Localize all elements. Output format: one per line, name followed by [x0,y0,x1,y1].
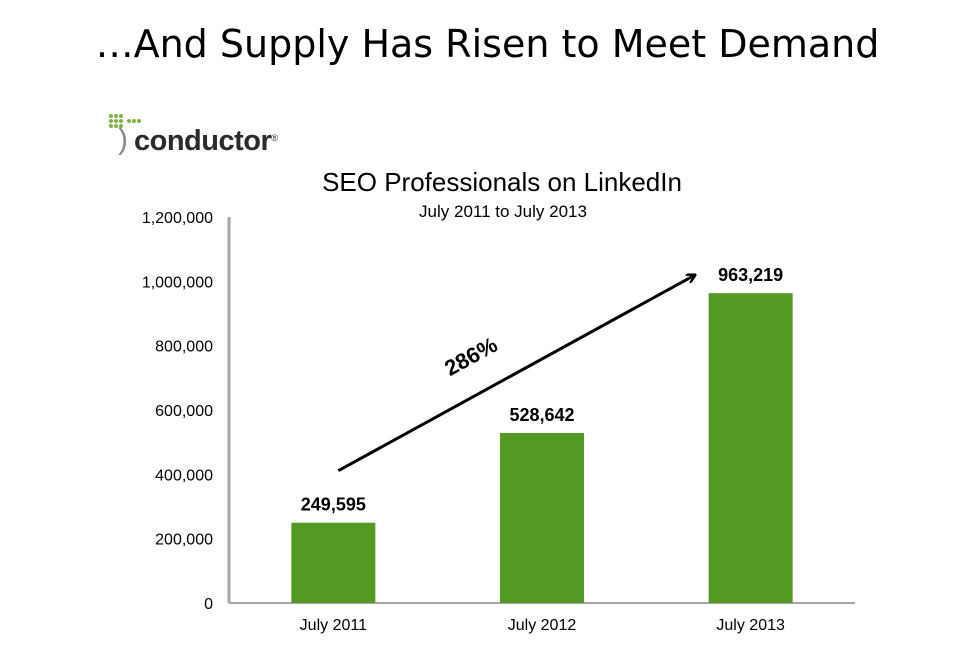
bar [291,522,376,603]
logo-paren-icon: ) [118,123,128,156]
x-tick-label: July 2012 [508,617,577,634]
y-tick-label: 1,200,000 [142,210,213,227]
y-tick-label: 0 [204,596,213,613]
growth-annotation-label: 286% [440,332,501,381]
logo-dots-icon [109,114,141,128]
growth-arrow [337,275,694,473]
y-tick-label: 200,000 [155,532,213,549]
data-label: 528,642 [509,405,574,425]
y-tick-label: 1,000,000 [142,274,213,291]
slide-title: …And Supply Has Risen to Meet Demand [95,22,880,66]
x-tick-label: July 2011 [300,617,367,634]
y-tick-label: 600,000 [155,403,213,420]
bar [500,432,584,603]
bar [708,293,793,603]
logo-text: conductor® [134,125,278,157]
chart-title: SEO Professionals on LinkedIn [322,167,682,197]
data-label: 249,595 [301,495,366,515]
x-tick-label: July 2013 [716,617,785,634]
y-tick-label: 800,000 [155,339,213,356]
chart-subtitle: July 2011 to July 2013 [419,202,587,221]
y-tick-label: 400,000 [155,467,213,484]
conductor-logo: ) conductor® [108,113,308,163]
data-label: 963,219 [718,265,783,285]
